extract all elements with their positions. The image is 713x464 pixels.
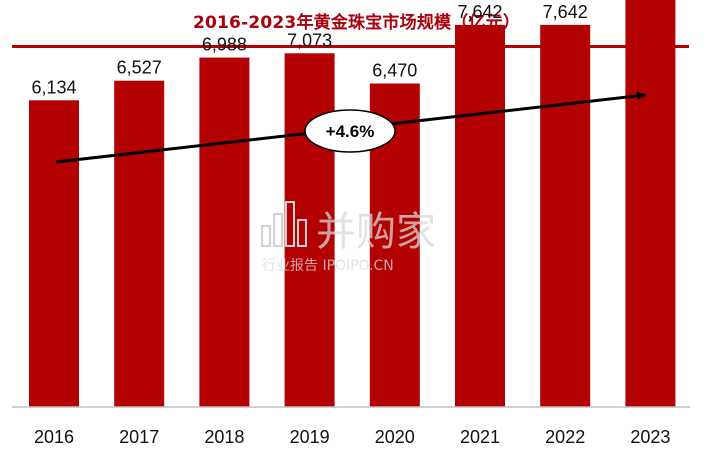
x-tick-2018: 2018 — [204, 427, 244, 447]
value-label-2018: 6,988 — [202, 35, 247, 55]
x-tick-2023: 2023 — [630, 427, 670, 447]
value-label-2020: 6,470 — [372, 61, 417, 81]
value-label-2022: 7,642 — [543, 2, 588, 22]
watermark-logo-icon — [261, 201, 307, 247]
watermark-sub: 行业报告 IPOIPO.CN — [262, 258, 394, 274]
bar-2017 — [114, 80, 165, 407]
x-tick-2017: 2017 — [119, 427, 159, 447]
watermark-brand: 并购家 — [316, 209, 436, 255]
chart-title: 2016-2023年黄金珠宝市场规模（亿元） — [192, 13, 521, 33]
x-tick-2016: 2016 — [34, 427, 74, 447]
cagr-badge — [304, 109, 396, 153]
bar-2018 — [199, 57, 250, 407]
x-tick-2021: 2021 — [460, 427, 500, 447]
x-tick-2019: 2019 — [290, 427, 330, 447]
value-label-2021: 7,642 — [457, 2, 502, 22]
value-label-2016: 6,134 — [31, 77, 76, 97]
title-rule — [12, 45, 689, 48]
bar-2021 — [455, 24, 505, 408]
watermark: 并购家 行业报告 IPOIPO.CN — [261, 201, 436, 274]
x-tick-2022: 2022 — [545, 427, 585, 447]
bar-2016 — [29, 100, 79, 408]
x-tick-2020: 2020 — [375, 427, 415, 447]
value-label-2019: 7,073 — [287, 30, 332, 50]
bar-2022 — [540, 24, 591, 408]
cagr-label: +4.6% — [326, 122, 375, 141]
bar-2019 — [284, 53, 335, 408]
bar-2023 — [625, 0, 676, 408]
value-label-2017: 6,527 — [117, 58, 162, 78]
